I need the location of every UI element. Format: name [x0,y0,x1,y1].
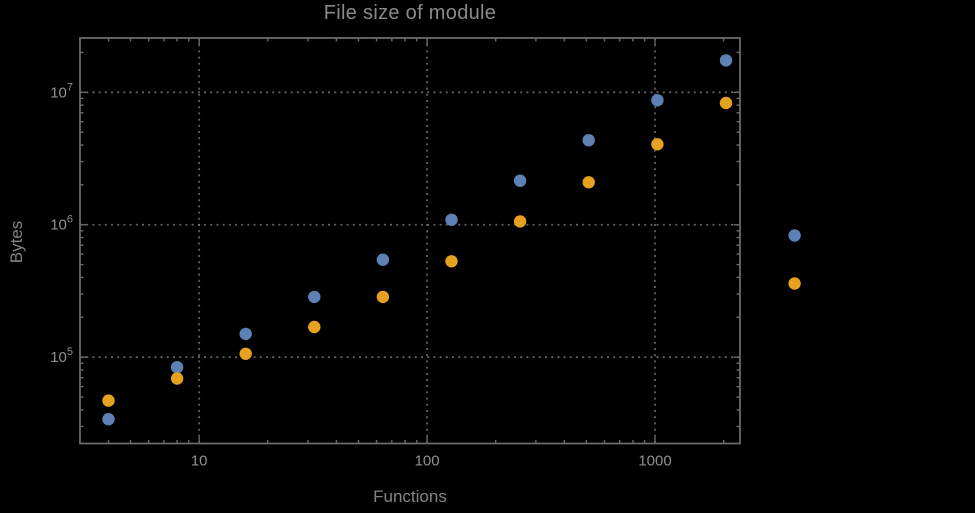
plot-frame [79,37,741,445]
data-point-blue-series [102,413,115,426]
data-point-orange-series [102,394,115,407]
data-point-orange-series [513,215,527,228]
data-point-blue-series [719,54,733,67]
data-point-orange-series [719,96,733,110]
data-point-orange-series [445,255,458,268]
x-tick-label: 100 [415,453,440,470]
y-tick-label: 105 [50,346,73,366]
data-point-blue-series [788,229,801,242]
data-point-orange-series [308,320,321,334]
x-tick-label: 10 [191,453,208,470]
data-point-orange-series [170,372,184,385]
data-point-blue-series [445,213,458,226]
data-point-blue-series [513,174,527,187]
y-tick-label: 107 [50,81,73,101]
data-point-orange-series [239,347,252,360]
data-point-blue-series [582,134,595,147]
data-point-orange-series [582,176,595,189]
data-point-orange-series [651,138,664,151]
data-point-blue-series [170,361,184,374]
data-point-blue-series [239,327,252,341]
data-point-orange-series [376,290,390,304]
chart-title: File size of module [323,2,497,24]
y-tick-label: 106 [50,214,73,234]
data-point-orange-series [788,277,801,290]
data-point-blue-series [376,253,390,266]
x-tick-label: 1000 [638,453,671,470]
x-axis-label: Functions [373,487,447,506]
data-point-blue-series [308,290,321,304]
data-point-blue-series [651,94,664,107]
